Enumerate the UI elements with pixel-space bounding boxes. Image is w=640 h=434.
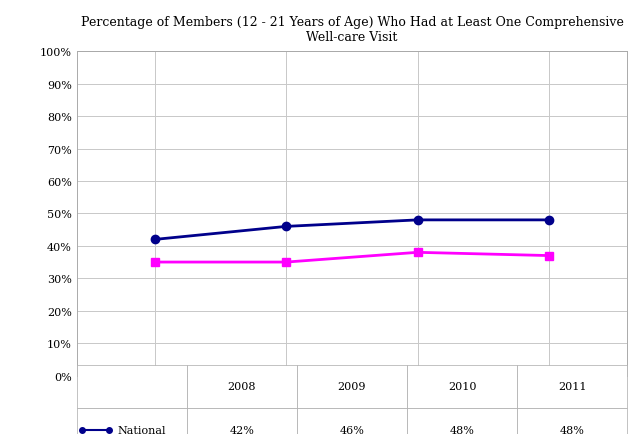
Text: National: National <box>118 425 166 434</box>
Line: National: National <box>151 216 553 244</box>
Line: Utah (Molina): Utah (Molina) <box>151 249 553 266</box>
National <box>152 237 159 243</box>
National <box>413 218 421 223</box>
Utah (Molina) <box>152 260 159 265</box>
National <box>283 224 291 230</box>
National <box>545 218 552 223</box>
Utah (Molina) <box>413 250 421 255</box>
Title: Percentage of Members (12 - 21 Years of Age) Who Had at Least One Comprehensive
: Percentage of Members (12 - 21 Years of … <box>81 16 623 44</box>
Utah (Molina) <box>283 260 291 265</box>
Utah (Molina) <box>545 253 552 259</box>
